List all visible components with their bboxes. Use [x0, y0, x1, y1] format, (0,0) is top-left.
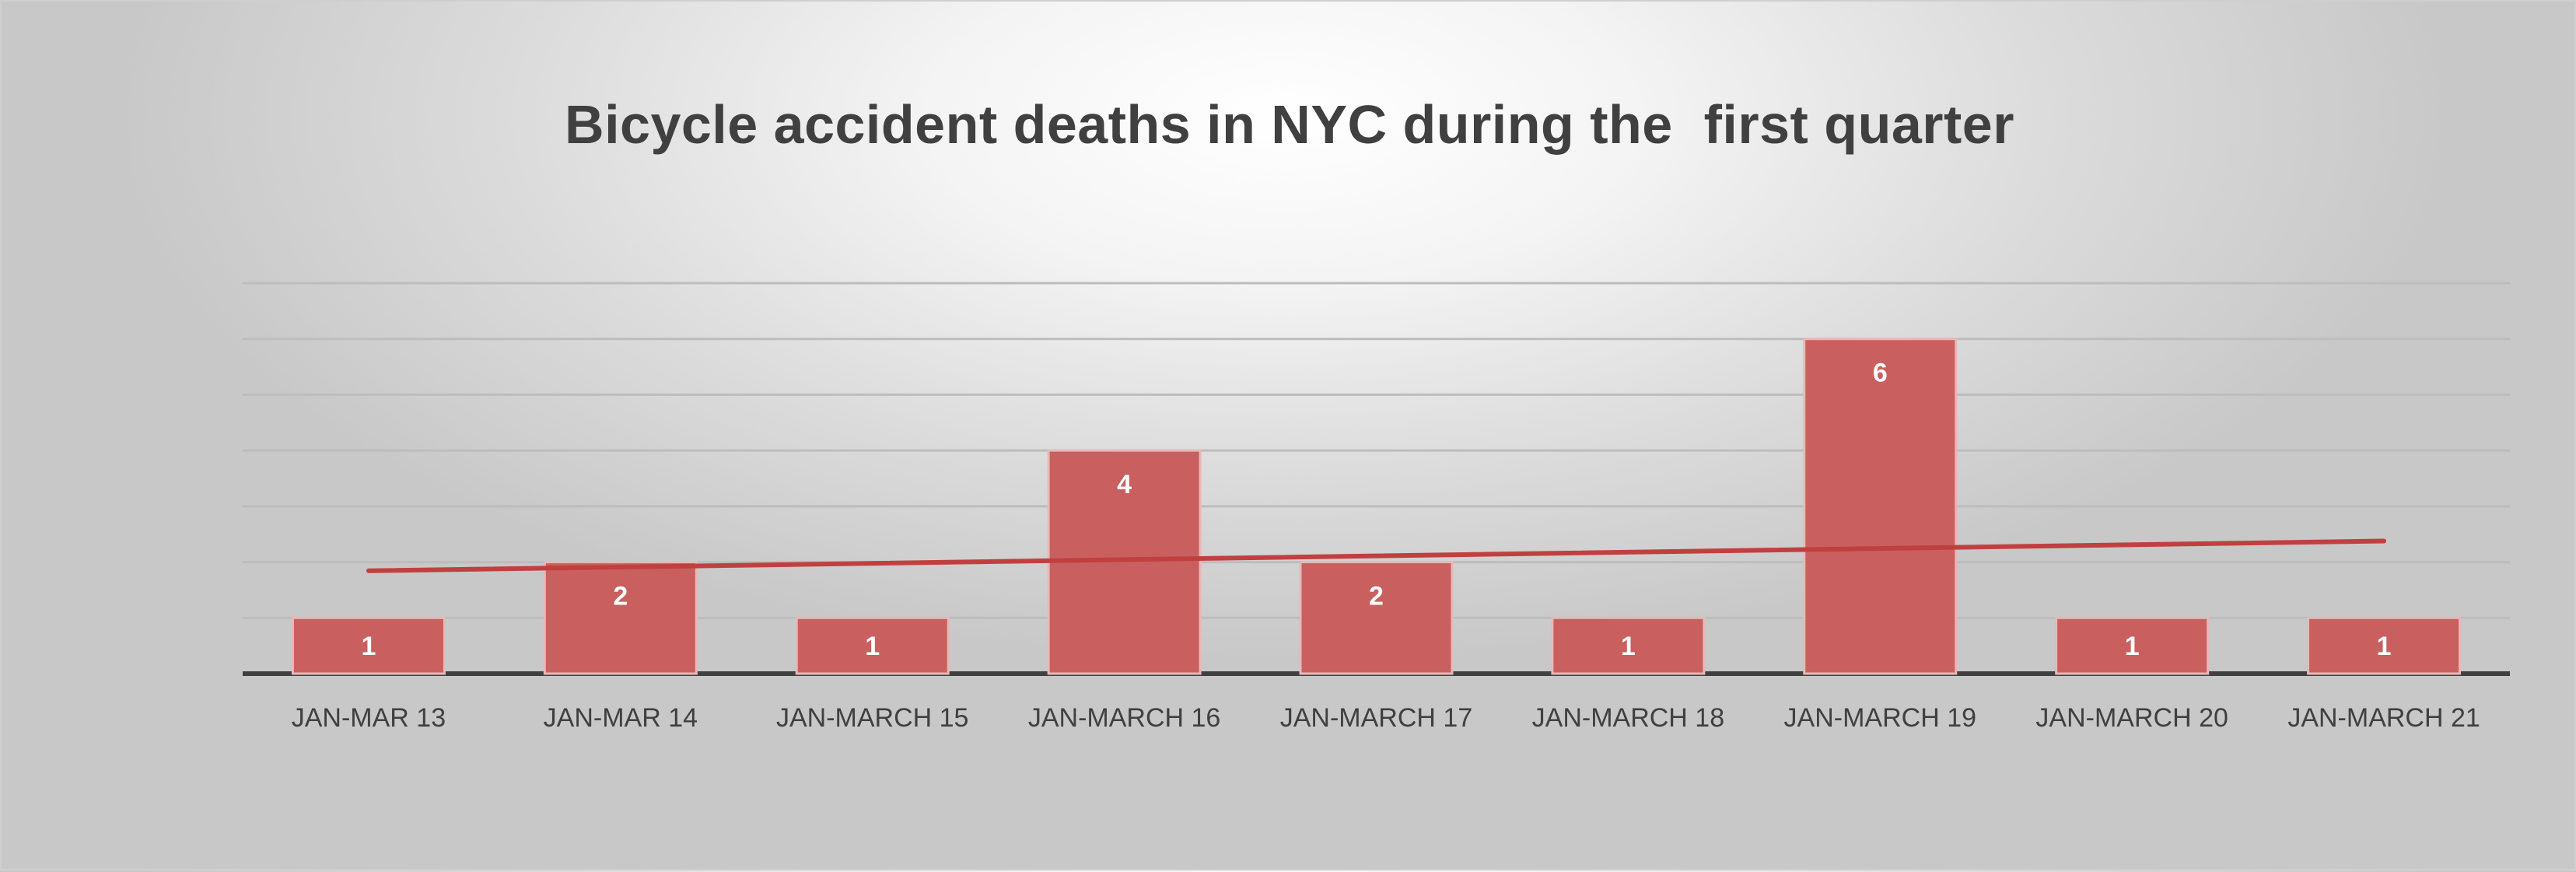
data-label: 2: [1369, 582, 1384, 611]
data-label: 1: [2377, 632, 2392, 661]
x-axis-tick-labels: JAN-MAR 13 JAN-MAR 14 JAN-MARCH 15 JAN-MARC…: [292, 703, 2480, 733]
bar: [1551, 616, 1706, 675]
data-label: 1: [361, 632, 376, 661]
x-tick-label: JAN-MAR 14: [544, 703, 698, 733]
x-tick-label: JAN-MARCH 16: [1028, 703, 1220, 733]
trendline-layer: [366, 538, 2387, 573]
x-tick-label: JAN-MARCH 15: [776, 703, 968, 733]
data-label: 4: [1117, 470, 1132, 499]
data-label: 1: [865, 632, 880, 661]
data-label: 6: [1873, 359, 1888, 388]
data-label: 1: [1621, 632, 1636, 661]
bar: [2055, 616, 2210, 675]
x-tick-label: JAN-MARCH 21: [2287, 703, 2480, 733]
data-label: 2: [613, 582, 628, 611]
x-tick-label: JAN-MARCH 17: [1280, 703, 1472, 733]
chart-title: Bicycle accident deaths in NYC during th…: [565, 94, 2014, 155]
bar: [2307, 616, 2462, 675]
x-tick-label: JAN-MAR 13: [292, 703, 446, 733]
bar: [795, 616, 950, 675]
trendline: [366, 538, 2387, 573]
bar: [543, 561, 698, 675]
x-tick-label: JAN-MARCH 18: [1532, 703, 1724, 733]
bar: [291, 616, 446, 675]
x-tick-label: JAN-MARCH 20: [2035, 703, 2228, 733]
data-label: 1: [2125, 632, 2140, 661]
x-tick-label: JAN-MARCH 19: [1784, 703, 1976, 733]
bar-series: [291, 338, 2462, 675]
bar: [1299, 561, 1454, 675]
bar: [1803, 338, 1958, 675]
